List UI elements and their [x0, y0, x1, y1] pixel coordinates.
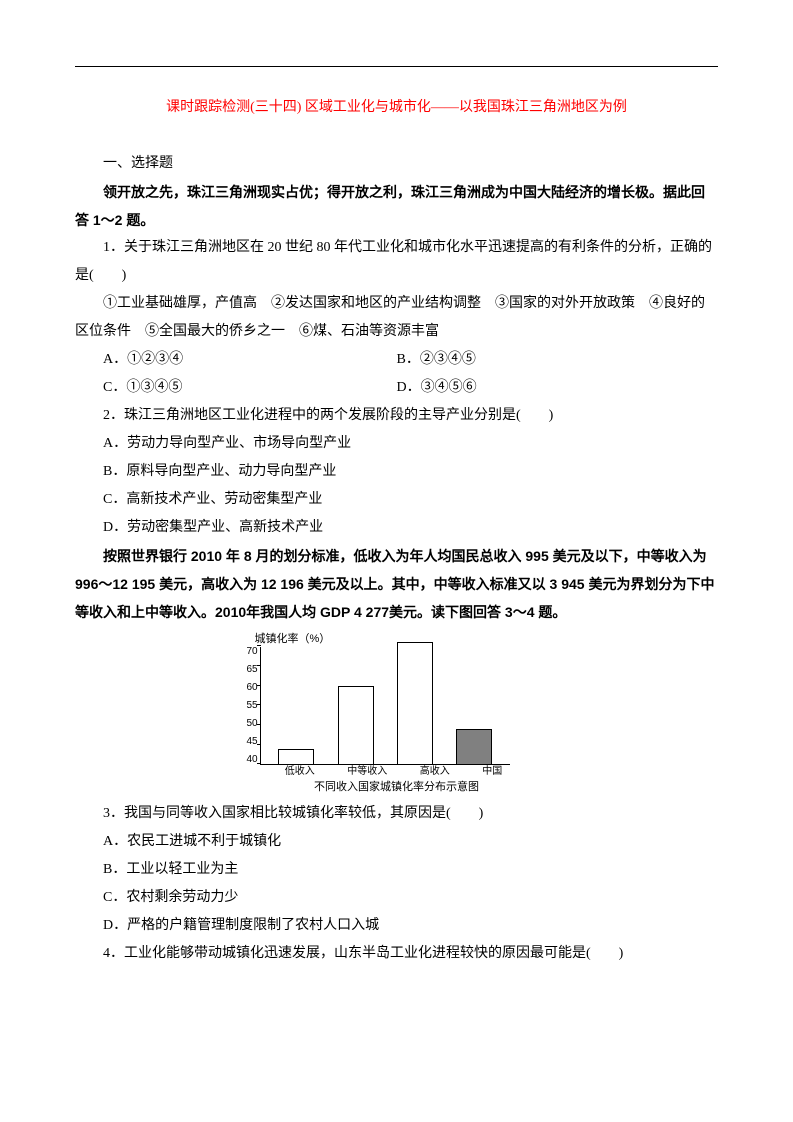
chart-y-tick: 45 — [247, 737, 258, 747]
option-3-a: A．农民工进城不利于城镇化 — [75, 828, 718, 856]
passage-2: 按照世界银行 2010 年 8 月的划分标准，低收入为年人均国民总收入 995 … — [75, 542, 718, 626]
worksheet-title: 课时跟踪检测(三十四) 区域工业化与城市化——以我国珠江三角洲地区为例 — [75, 94, 718, 122]
question-1: 1．关于珠江三角洲地区在 20 世纪 80 年代工业化和城市化水平迅速提高的有利… — [75, 234, 718, 290]
option-3-b: B．工业以轻工业为主 — [75, 856, 718, 884]
chart-bar — [397, 642, 433, 764]
option-1-a: A．①②③④ — [75, 346, 397, 374]
option-3-d: D．严格的户籍管理制度限制了农村人口入城 — [75, 912, 718, 940]
option-2-d: D．劳动密集型产业、高新技术产业 — [75, 514, 718, 542]
chart-plot-area: 70656055504540 — [247, 647, 547, 765]
question-2: 2．珠江三角洲地区工业化进程中的两个发展阶段的主导产业分别是( ) — [75, 402, 718, 430]
option-1-d: D．③④⑤⑥ — [397, 374, 719, 402]
chart-bar — [456, 729, 492, 764]
chart-x-axis-labels: 低收入 中等收入 高收入 中国 — [269, 765, 519, 779]
chart-x-label: 高收入 — [420, 765, 450, 779]
chart-bar — [338, 686, 374, 765]
question-1-options-row-1: A．①②③④ B．②③④⑤ — [75, 346, 718, 374]
chart-y-tick: 55 — [247, 701, 258, 711]
option-1-c: C．①③④⑤ — [75, 374, 397, 402]
chart-caption: 不同收入国家城镇化率分布示意图 — [247, 780, 547, 795]
chart-bar — [278, 749, 314, 765]
top-rule — [75, 66, 718, 67]
option-2-c: C．高新技术产业、劳动密集型产业 — [75, 486, 718, 514]
option-2-b: B．原料导向型产业、动力导向型产业 — [75, 458, 718, 486]
question-4: 4．工业化能够带动城镇化迅速发展，山东半岛工业化进程较快的原因最可能是( ) — [75, 940, 718, 968]
urbanization-chart: 城镇化率（%） 70656055504540 低收入中等收入高收入中国 不同收入… — [247, 632, 547, 796]
chart-bars-region — [260, 647, 510, 765]
chart-y-tick: 65 — [247, 665, 258, 675]
chart-x-label: 中等收入 — [347, 765, 387, 779]
question-1-statements: ①工业基础雄厚，产值高 ②发达国家和地区的产业结构调整 ③国家的对外开放政策 ④… — [75, 290, 718, 346]
chart-y-tick: 70 — [247, 647, 258, 657]
section-heading: 一、选择题 — [75, 150, 718, 178]
question-1-options-row-2: C．①③④⑤ D．③④⑤⑥ — [75, 374, 718, 402]
option-1-b: B．②③④⑤ — [397, 346, 719, 374]
chart-x-label: 中国 — [482, 765, 502, 779]
chart-x-label: 低收入 — [285, 765, 315, 779]
option-3-c: C．农村剩余劳动力少 — [75, 884, 718, 912]
option-2-a: A．劳动力导向型产业、市场导向型产业 — [75, 430, 718, 458]
passage-1: 领开放之先，珠江三角洲现实占优；得开放之利，珠江三角洲成为中国大陆经济的增长极。… — [75, 178, 718, 234]
question-3: 3．我国与同等收入国家相比较城镇化率较低，其原因是( ) — [75, 800, 718, 828]
